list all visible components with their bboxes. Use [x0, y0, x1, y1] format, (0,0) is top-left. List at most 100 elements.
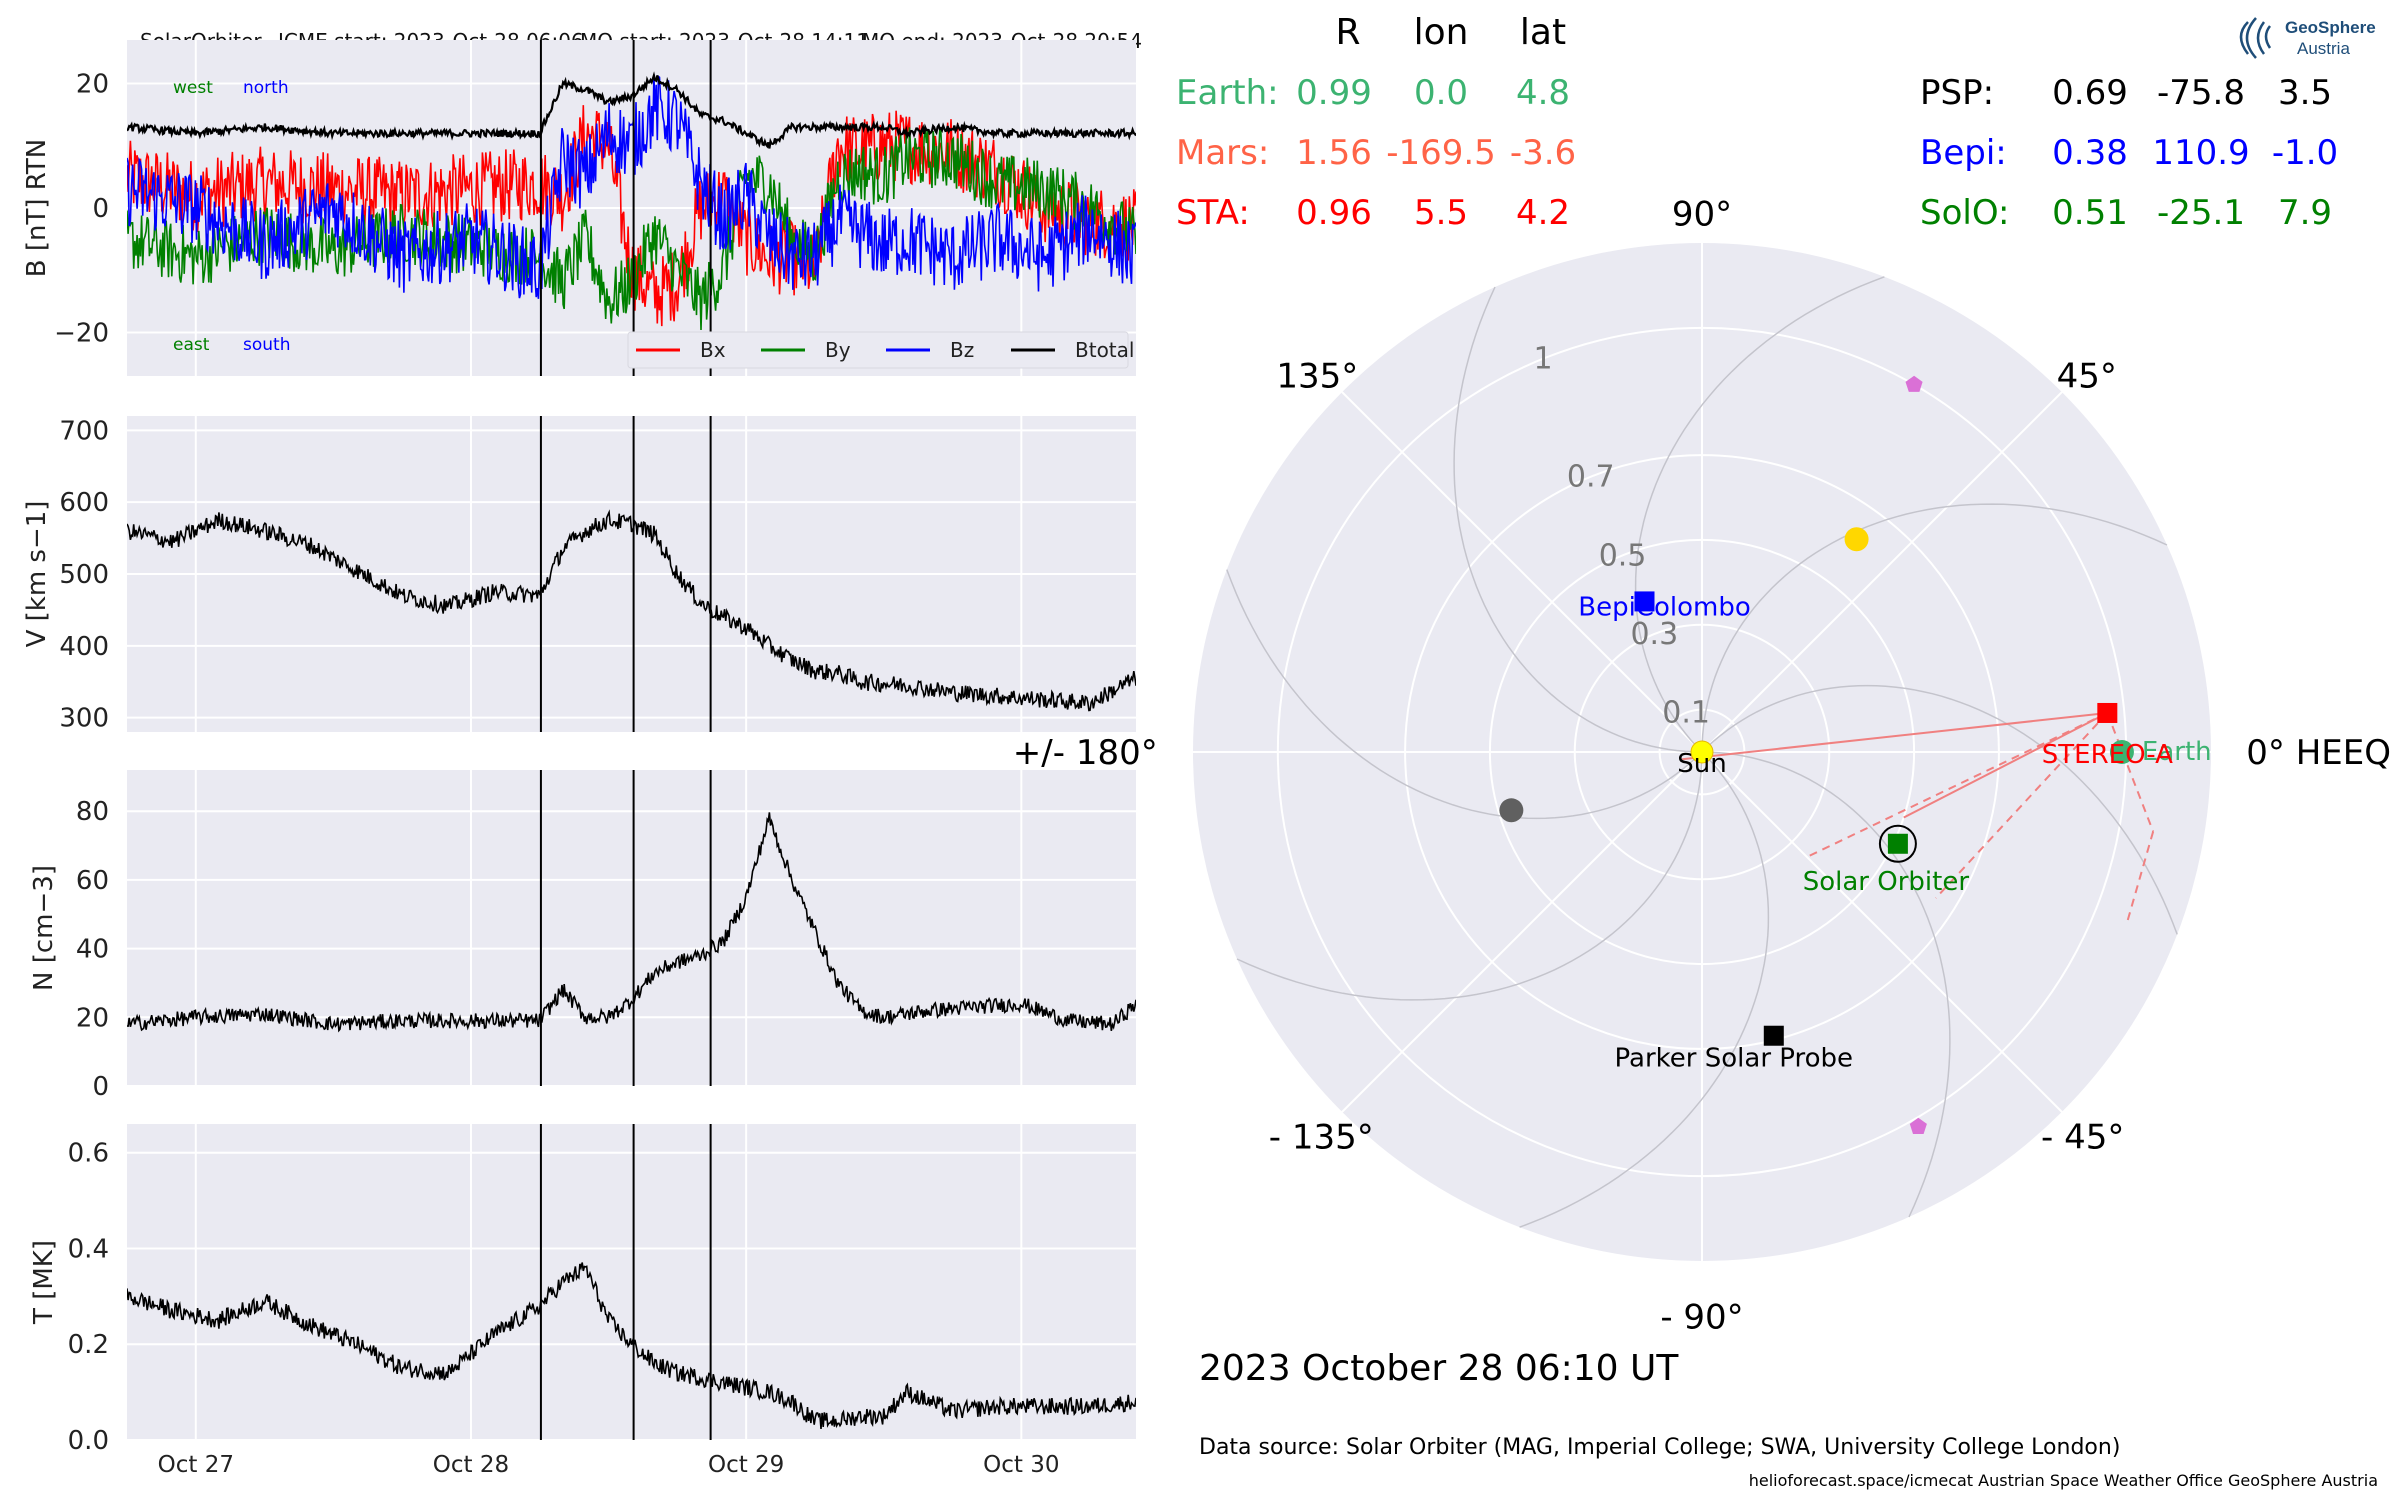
panel-B-ytick-label: 20	[76, 70, 109, 100]
table-header-lon: lon	[1414, 12, 1469, 53]
geosphere-logo: GeoSphere Austria	[2239, 17, 2376, 59]
panel-N-ytick-label: 0	[92, 1072, 109, 1102]
panel-N-ytick-label: 80	[76, 797, 109, 827]
parker-spiral	[1453, 286, 1703, 753]
table-lon-mars: -169.5	[1386, 133, 1496, 173]
date-tick-label: Oct 30	[983, 1452, 1059, 1478]
series-n-line	[127, 812, 1136, 1033]
table-r-psp: 0.69	[2052, 73, 2128, 113]
timeseries-panels: −20 0 20 B [nT] RTN west north east south Bx By Bz…	[22, 40, 1136, 1456]
parker-spiral	[1701, 751, 1951, 1218]
polar-radial-tick-label: 1	[1534, 342, 1553, 377]
footer-datetime: 2023 October 28 06:10 UT	[1199, 1348, 1679, 1389]
legend-box	[627, 331, 1129, 369]
label-south: south	[243, 335, 290, 355]
table-lon-sta: 5.5	[1414, 193, 1468, 233]
table-r-bepi: 0.38	[2052, 133, 2128, 173]
planet-gray-marker	[1499, 798, 1524, 823]
sun-label: Sun	[1677, 749, 1726, 779]
table-header-r: R	[1335, 12, 1360, 53]
body-solo-label: Solar Orbiter	[1803, 867, 1970, 897]
panel-V-ytick-label: 600	[59, 488, 109, 518]
parker-spiral	[1226, 569, 1703, 820]
polar-plot: 0.1 0.3 0.5 0.7 1 90° 45° 0° HEEQ - 45° - 90° - 13…	[1013, 195, 2391, 1338]
series-t-line	[127, 1262, 1136, 1429]
polar-radial-tick-label: 0.1	[1662, 696, 1710, 731]
sun-marker	[1690, 740, 1714, 764]
table-header-lat: lat	[1520, 12, 1566, 53]
footer-credit: helioforecast.space/icmecat Austrian Spa…	[1749, 1471, 2378, 1490]
polar-radial-tick-label: 0.5	[1599, 538, 1647, 573]
table-r-sta: 0.96	[1296, 193, 1372, 233]
planet-yellow-marker	[1844, 527, 1869, 552]
table-label-solo: SolO:	[1920, 193, 2009, 233]
table-r-earth: 0.99	[1296, 73, 1372, 113]
polar-angle-label: - 135°	[1269, 1118, 1374, 1158]
polar-angle-label: 45°	[2057, 356, 2117, 396]
panel-B-ytick-label: 0	[92, 194, 109, 224]
panel-V-ylabel: V [km s−1]	[22, 501, 52, 648]
panel-V-ytick-label: 500	[59, 560, 109, 590]
panel-T-ylabel: T [MK]	[29, 1240, 59, 1325]
planet-pink-upper-marker	[1905, 375, 1923, 392]
polar-angle-label: - 45°	[2041, 1118, 2124, 1158]
parker-spiral	[1236, 751, 1703, 1001]
polar-grid-spoke	[1341, 751, 1703, 1113]
table-r-solo: 0.51	[2052, 193, 2128, 233]
body-earth-label: Earth	[2142, 737, 2212, 767]
table-label-mars: Mars:	[1176, 133, 1269, 173]
planet-pink-lower-marker	[1909, 1117, 1927, 1134]
table-r-mars: 1.56	[1296, 133, 1372, 173]
body-sta-label: STEREO-A	[2042, 740, 2173, 770]
stereo-a-fov-line	[1681, 711, 2108, 761]
logo-line2: Austria	[2297, 39, 2350, 58]
table-lon-bepi: 110.9	[2152, 133, 2249, 173]
label-north: north	[243, 78, 289, 98]
date-tick-label: Oct 27	[158, 1452, 234, 1478]
body-psp-label: Parker Solar Probe	[1615, 1044, 1853, 1074]
stereo-a-fov-line	[2106, 712, 2155, 832]
date-tick-label: Oct 29	[708, 1452, 784, 1478]
series-v-line	[127, 509, 1136, 712]
polar-angle-label: 0° HEEQ	[2246, 733, 2391, 773]
stereo-a-fov-line	[1935, 712, 2109, 899]
footer-source: Data source: Solar Orbiter (MAG, Imperia…	[1199, 1435, 2120, 1460]
table-lat-mars: -3.6	[1510, 133, 1576, 173]
body-earth-marker	[2109, 740, 2134, 764]
polar-grid-spoke	[1341, 391, 1703, 753]
parker-spiral	[1701, 684, 2178, 935]
logo-line1: GeoSphere	[2285, 18, 2376, 37]
date-axis-labels: Oct 27 Oct 28 Oct 29 Oct 30	[158, 1452, 1060, 1478]
panel-B: −20 0 20 B [nT] RTN west north east south Bx By Bz…	[22, 40, 1136, 376]
date-tick-label: Oct 28	[433, 1452, 509, 1478]
body-sta-marker	[2097, 702, 2118, 723]
polar-angle-label: - 90°	[1660, 1297, 1743, 1337]
polar-angle-label: 90°	[1672, 195, 1732, 235]
parker-spiral	[1634, 276, 1885, 753]
table-label-psp: PSP:	[1920, 73, 1994, 113]
table-label-bepi: Bepi:	[1920, 133, 2007, 173]
panel-N-ytick-label: 60	[76, 866, 109, 896]
panel-B-ytick-label: −20	[54, 318, 109, 348]
parker-spiral	[1519, 751, 1770, 1228]
body-psp-marker	[1763, 1025, 1784, 1046]
legend-label-by: By	[825, 338, 851, 362]
body-bepi-marker	[1634, 591, 1655, 612]
polar-angle-label: 135°	[1276, 356, 1358, 396]
panel-T-background	[127, 1124, 1136, 1440]
panel-V-ytick-label: 700	[59, 416, 109, 446]
table-lat-sta: 4.2	[1516, 193, 1570, 233]
panel-T-ytick-label: 0.0	[68, 1426, 109, 1456]
panel-V-ytick-label: 400	[59, 632, 109, 662]
table-lat-psp: 3.5	[2278, 73, 2332, 113]
polar-radial-tick-label: 0.7	[1567, 460, 1615, 495]
table-lat-bepi: -1.0	[2272, 133, 2338, 173]
geosphere-logo-icon	[2239, 17, 2272, 59]
series-btotal-line	[127, 71, 1136, 149]
polar-radial-tick-label: 0.3	[1630, 617, 1678, 652]
panel-V-ytick-label: 300	[59, 704, 109, 734]
table-lon-earth: 0.0	[1414, 73, 1468, 113]
table-lat-solo: 7.9	[2278, 193, 2332, 233]
parker-spiral	[1701, 503, 2168, 753]
